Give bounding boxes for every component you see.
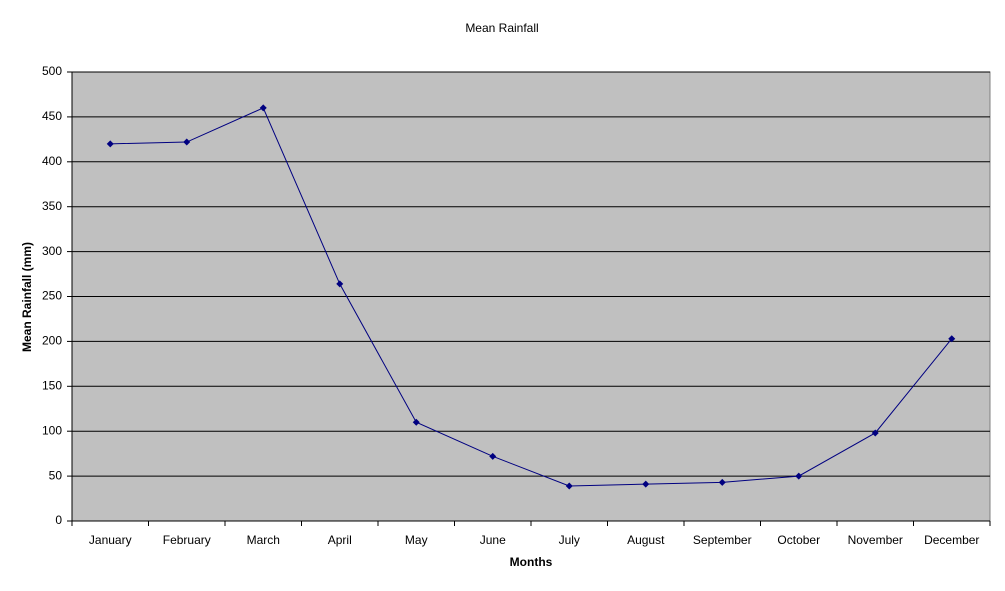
y-tick-label: 300 [42, 244, 62, 258]
marker [795, 472, 803, 480]
y-tick-label: 450 [42, 109, 62, 123]
y-tick-label: 150 [42, 378, 62, 392]
marker [183, 138, 191, 146]
x-axis-label: Months [510, 555, 553, 569]
marker [948, 335, 956, 343]
marker [489, 452, 497, 460]
x-tick-label: August [627, 533, 665, 547]
y-tick-label: 100 [42, 423, 62, 437]
x-tick-label: October [777, 533, 820, 547]
y-tick-label: 50 [49, 468, 63, 482]
x-tick-label: September [693, 533, 752, 547]
marker [106, 140, 114, 148]
x-tick-label: April [328, 533, 352, 547]
marker [259, 104, 267, 112]
marker [642, 480, 650, 488]
y-tick-label: 350 [42, 199, 62, 213]
x-tick-label: March [247, 533, 280, 547]
y-tick-label: 250 [42, 289, 62, 303]
x-tick-label: November [848, 533, 903, 547]
marker [412, 418, 420, 426]
y-tick-label: 0 [55, 513, 62, 527]
marker [565, 482, 573, 490]
marker [336, 280, 344, 288]
x-tick-label: December [924, 533, 979, 547]
marker [718, 478, 726, 486]
x-tick-label: July [559, 533, 580, 547]
marker [871, 429, 879, 437]
chart-title: Mean Rainfall [465, 21, 538, 35]
x-tick-label: February [163, 533, 211, 547]
x-tick-label: May [405, 533, 428, 547]
line [110, 107, 953, 487]
y-tick-label: 200 [42, 334, 62, 348]
y-tick-label: 400 [42, 154, 62, 168]
y-axis-label: Mean Rainfall (mm) [20, 242, 34, 352]
x-tick-label: June [480, 533, 506, 547]
x-tick-label: January [89, 533, 132, 547]
y-tick-label: 500 [42, 64, 62, 78]
